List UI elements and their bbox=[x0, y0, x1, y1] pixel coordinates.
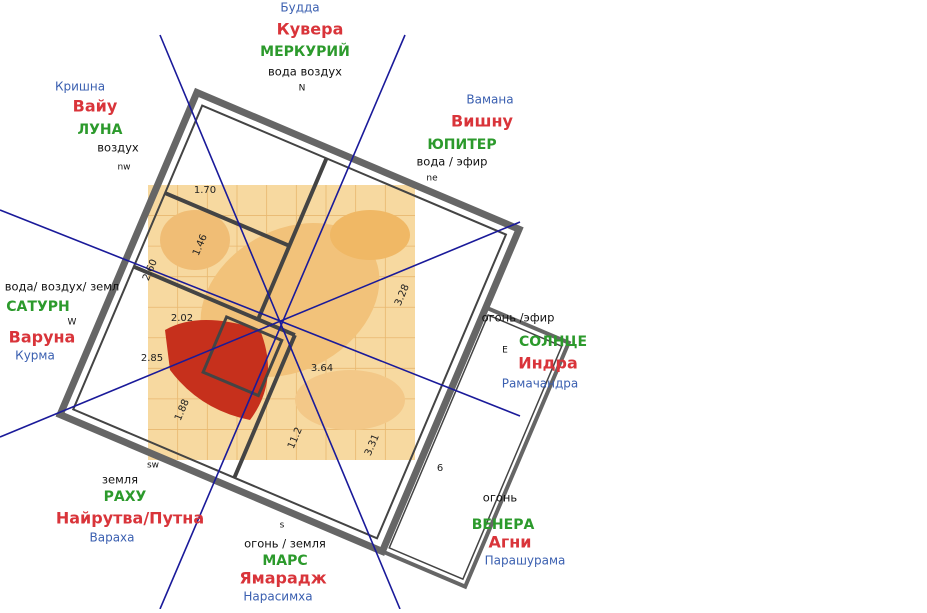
dimension: 3.64 bbox=[311, 363, 333, 374]
element: огонь / земля bbox=[244, 537, 326, 551]
wall bbox=[256, 157, 329, 321]
direction-code: sw bbox=[147, 461, 159, 471]
figure-cloth bbox=[165, 320, 268, 420]
planet: МАРС bbox=[262, 553, 307, 569]
deity: Вайу bbox=[73, 97, 118, 116]
avatar: Рамачандра bbox=[502, 377, 579, 391]
element: вода воздух bbox=[268, 65, 342, 79]
balcony bbox=[379, 304, 572, 590]
axes bbox=[0, 34, 521, 610]
planet: РАХУ bbox=[104, 489, 147, 505]
element: земля bbox=[102, 473, 138, 487]
planet: СОЛНЦЕ bbox=[519, 334, 587, 350]
planet: ВЕНЕРА bbox=[472, 517, 535, 533]
deity: Ямарадж bbox=[239, 569, 326, 588]
bathroom bbox=[201, 314, 284, 398]
deity: Агни bbox=[488, 533, 531, 552]
planet: ЮПИТЕР bbox=[427, 137, 496, 153]
direction-code: ne bbox=[426, 174, 438, 184]
deity: Кувера bbox=[277, 20, 344, 39]
deity: Индра bbox=[518, 354, 578, 373]
figure-arm bbox=[160, 210, 230, 270]
deity: Вишну bbox=[451, 112, 513, 131]
floor-plan bbox=[55, 87, 572, 590]
dimension: 1.70 bbox=[194, 185, 216, 196]
planet: ЛУНА bbox=[78, 122, 123, 138]
dimension: 2.85 bbox=[141, 353, 163, 364]
avatar: Парашурама bbox=[485, 554, 566, 568]
wall bbox=[232, 334, 297, 479]
dimension: 2.02 bbox=[171, 313, 193, 324]
axis-line bbox=[0, 221, 521, 438]
avatar: Вараха bbox=[89, 531, 134, 545]
balcony-inner bbox=[388, 313, 563, 581]
direction-code: s bbox=[280, 521, 285, 531]
direction-code: nw bbox=[117, 163, 130, 173]
direction-code: E bbox=[502, 346, 508, 356]
inner-wall bbox=[71, 104, 508, 540]
wall bbox=[164, 191, 291, 248]
avatar: Нарасимха bbox=[243, 590, 312, 604]
avatar: Курма bbox=[15, 349, 55, 363]
planet: МЕРКУРИЙ bbox=[260, 43, 350, 60]
direction-code: W bbox=[68, 318, 77, 328]
element: вода / эфир bbox=[417, 155, 488, 169]
dimension: 6 bbox=[437, 463, 443, 474]
axis-line bbox=[0, 209, 521, 417]
avatar: Кришна bbox=[55, 80, 105, 94]
element: огонь bbox=[483, 491, 518, 505]
wall bbox=[133, 264, 296, 337]
figure-head bbox=[330, 210, 410, 260]
figure-leg bbox=[295, 370, 405, 430]
element: огонь /эфир bbox=[482, 311, 555, 325]
element: воздух bbox=[97, 141, 139, 155]
avatar: Будда bbox=[280, 1, 319, 15]
planet: САТУРН bbox=[6, 299, 69, 315]
direction-code: N bbox=[299, 84, 306, 94]
deity: Найрутва/Путна bbox=[56, 509, 204, 528]
element: вода/ воздух/ земл bbox=[5, 280, 120, 294]
avatar: Вамана bbox=[466, 93, 513, 107]
deity: Варуна bbox=[9, 328, 76, 347]
mandala bbox=[148, 185, 415, 460]
